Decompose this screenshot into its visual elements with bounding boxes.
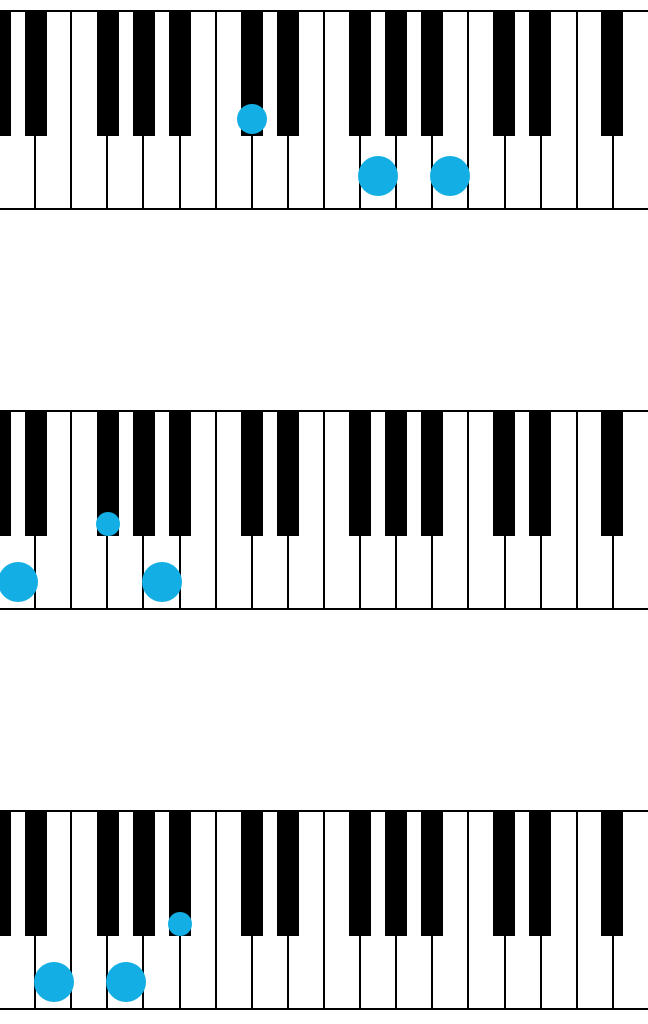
note-dot [430,156,470,196]
piano-chord-diagrams [0,0,648,1024]
black-key [601,412,623,536]
black-key [529,12,551,136]
black-key [169,412,191,536]
black-key [25,812,47,936]
note-dot [106,962,146,1002]
black-key [133,412,155,536]
keyboard-1 [0,410,648,610]
black-key [421,812,443,936]
black-key [493,12,515,136]
black-key [277,412,299,536]
note-dot [358,156,398,196]
black-key [97,812,119,936]
keyboard-0 [0,10,648,210]
black-key [133,812,155,936]
black-key [493,812,515,936]
note-dot [237,104,267,134]
black-key [421,12,443,136]
note-dot [96,512,120,536]
black-key [25,12,47,136]
black-key [25,412,47,536]
black-key [529,412,551,536]
black-key-partial [0,412,11,536]
black-key [349,812,371,936]
black-key [241,812,263,936]
note-dot [34,962,74,1002]
black-key [601,12,623,136]
black-key [601,812,623,936]
black-key [97,12,119,136]
black-key [349,12,371,136]
note-dot [168,912,192,936]
black-key-partial [0,12,11,136]
black-key [277,12,299,136]
black-key [385,812,407,936]
black-key [421,412,443,536]
note-dot [142,562,182,602]
black-key [133,12,155,136]
keyboard-2 [0,810,648,1010]
black-key [385,12,407,136]
black-key [169,12,191,136]
black-key [277,812,299,936]
black-key [529,812,551,936]
black-key [493,412,515,536]
black-key [241,412,263,536]
black-key [385,412,407,536]
black-key-partial [0,812,11,936]
black-key [349,412,371,536]
